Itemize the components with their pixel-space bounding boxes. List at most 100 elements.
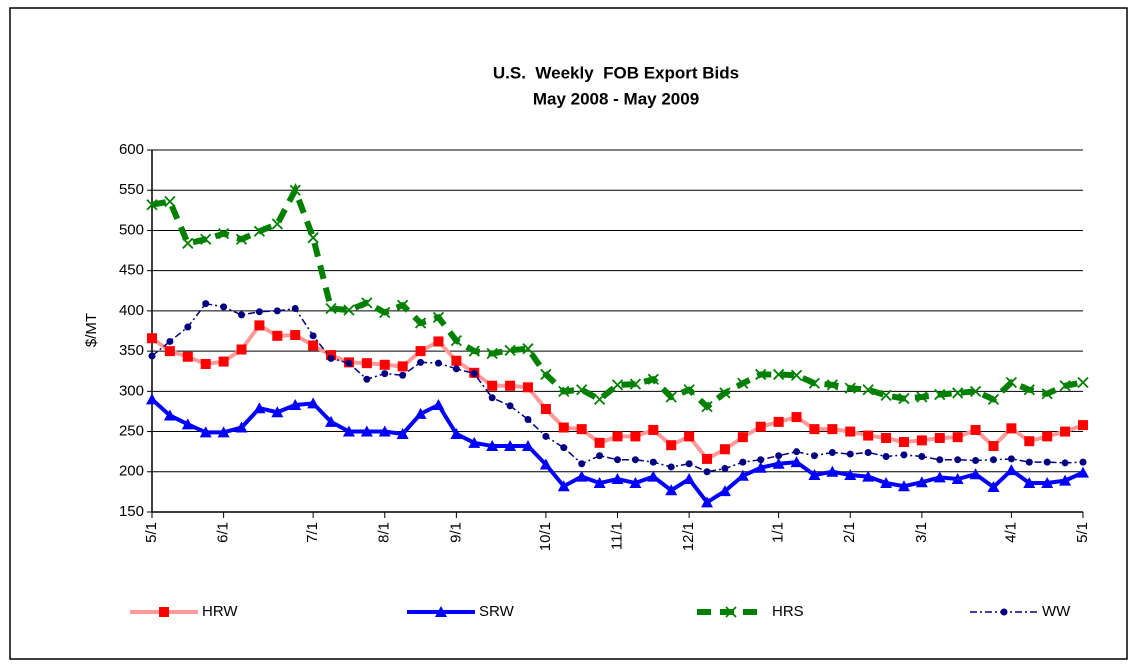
data-point [827, 424, 838, 435]
data-point [719, 444, 730, 455]
data-point [1041, 477, 1054, 489]
data-point [934, 432, 945, 443]
data-point [808, 377, 821, 389]
data-point [450, 335, 463, 347]
y-tick-label: 200 [119, 463, 144, 480]
data-point [255, 308, 263, 316]
data-point [217, 228, 230, 240]
data-point [181, 418, 194, 430]
data-point [148, 352, 156, 360]
legend-marker [435, 606, 447, 617]
data-point [701, 400, 713, 413]
data-point [755, 368, 767, 381]
data-point [880, 477, 893, 489]
data-point [396, 427, 409, 439]
data-point [486, 440, 499, 452]
data-point [343, 304, 355, 316]
data-point [468, 436, 481, 448]
x-tick-label: 7/1 [304, 522, 321, 543]
data-point [146, 393, 158, 405]
legend-marker [1000, 608, 1008, 616]
data-point [432, 311, 445, 323]
data-point [881, 432, 892, 443]
data-point [775, 452, 783, 460]
data-point [772, 457, 785, 469]
data-point [880, 389, 892, 401]
data-point [238, 311, 246, 319]
data-point [1077, 376, 1089, 389]
data-point [647, 373, 659, 385]
data-point [146, 199, 158, 211]
data-point [612, 431, 623, 442]
data-point [307, 397, 320, 409]
data-point [862, 384, 874, 396]
data-point [952, 432, 963, 443]
data-point [826, 465, 839, 477]
data-point [611, 379, 624, 391]
data-point [936, 456, 944, 464]
data-point [182, 237, 194, 249]
legend-label: HRS [772, 603, 804, 620]
data-point [1043, 458, 1051, 466]
data-point [864, 448, 872, 456]
data-point [844, 468, 857, 480]
data-point [199, 426, 212, 438]
data-point [451, 355, 462, 366]
y-tick-label: 500 [119, 221, 144, 238]
data-point [147, 333, 157, 344]
data-point [522, 382, 533, 393]
data-point [593, 477, 606, 489]
data-point [754, 461, 767, 473]
data-point [504, 344, 516, 356]
legend-label: HRW [202, 603, 238, 620]
data-point [450, 427, 463, 439]
data-point [363, 375, 371, 383]
data-point [900, 451, 908, 459]
data-point [933, 471, 946, 483]
data-point [739, 458, 747, 466]
data-point [487, 380, 498, 391]
data-point [397, 361, 408, 372]
data-point [200, 233, 212, 245]
data-point [417, 358, 425, 366]
data-point [414, 317, 427, 329]
data-point [397, 299, 409, 311]
data-point [1079, 458, 1087, 466]
x-tick-label: 9/1 [447, 522, 464, 543]
data-point [184, 323, 192, 331]
data-point [506, 402, 514, 410]
data-point [898, 392, 910, 405]
data-point [721, 465, 729, 473]
data-point [253, 225, 266, 237]
data-point [505, 380, 516, 391]
data-point [1059, 380, 1071, 392]
data-point [667, 463, 675, 471]
data-point [540, 404, 551, 415]
data-point [790, 456, 803, 468]
data-point [361, 358, 372, 369]
x-tick-label: 4/1 [1002, 522, 1019, 543]
data-point [432, 399, 445, 411]
data-point [916, 435, 927, 446]
data-point [809, 424, 820, 435]
data-point [345, 359, 353, 367]
data-point [327, 354, 335, 362]
data-point [989, 456, 997, 464]
data-point [665, 391, 677, 403]
data-point [611, 473, 624, 485]
data-point [773, 416, 784, 427]
data-point [701, 496, 714, 508]
data-point [648, 424, 659, 435]
data-point [291, 304, 299, 312]
data-point [164, 346, 175, 357]
data-point [273, 307, 281, 315]
data-point [504, 440, 517, 452]
data-point [683, 384, 695, 396]
data-point [808, 468, 821, 480]
data-point [308, 340, 319, 351]
data-point [560, 444, 568, 452]
y-tick-label: 350 [119, 342, 144, 359]
data-point [468, 345, 480, 357]
data-point [1078, 420, 1088, 431]
data-point [826, 379, 838, 391]
